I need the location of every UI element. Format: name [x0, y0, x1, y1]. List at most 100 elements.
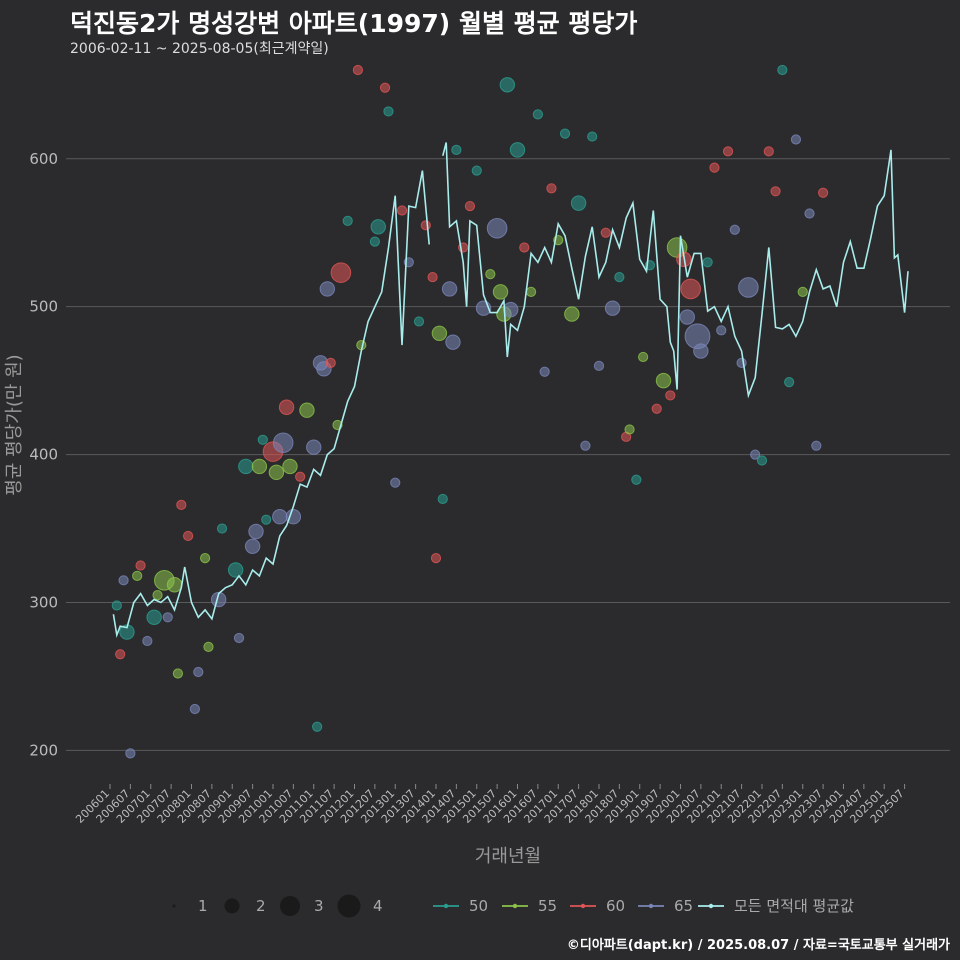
data-point [770, 186, 781, 197]
data-point [604, 300, 621, 316]
legend-marker [580, 903, 586, 909]
scatter-points [111, 64, 829, 759]
data-point [135, 560, 146, 571]
data-point [152, 590, 163, 601]
legend-series-label: 65 [674, 897, 693, 915]
data-point [559, 128, 571, 139]
avg-line-segment [442, 142, 909, 399]
data-point [784, 377, 795, 388]
data-point [111, 600, 122, 611]
data-point [312, 721, 323, 732]
data-point [325, 357, 336, 368]
data-point [319, 281, 336, 297]
data-point [587, 131, 598, 142]
data-point [390, 477, 401, 488]
data-point [193, 666, 204, 678]
legend-marker [708, 903, 714, 909]
data-point [282, 458, 298, 475]
data-point [519, 242, 530, 253]
data-point [166, 577, 183, 593]
data-point [379, 82, 391, 93]
data-point [295, 471, 306, 482]
data-point [509, 142, 526, 158]
data-point [115, 649, 126, 660]
data-point [818, 187, 829, 198]
avg-line [112, 142, 909, 639]
data-point [233, 632, 245, 644]
legend-size-symbol [337, 894, 361, 918]
data-point [804, 208, 815, 219]
data-point [722, 146, 734, 157]
data-point [210, 591, 227, 608]
data-point [125, 748, 136, 759]
data-point [631, 474, 642, 485]
data-point [539, 366, 550, 377]
data-point [396, 205, 408, 216]
data-point [638, 351, 649, 363]
data-point [790, 134, 802, 145]
legend-size-label: 2 [256, 897, 266, 915]
data-point [502, 301, 519, 318]
legend-marker [648, 903, 654, 909]
data-point [427, 271, 438, 283]
data-point [383, 106, 394, 117]
page-title: 덕진동2가 명성강변 아파트(1997) 월별 평균 평당가 [70, 9, 638, 38]
data-point [199, 553, 211, 564]
data-point [679, 309, 695, 325]
data-point [680, 278, 701, 300]
legend-marker [512, 903, 518, 909]
legend-size-label: 1 [198, 897, 208, 915]
data-point [593, 360, 605, 371]
data-point [655, 372, 672, 389]
data-point [738, 277, 759, 298]
data-point [525, 286, 537, 297]
data-point [756, 455, 768, 466]
data-point [709, 162, 720, 173]
data-point [471, 165, 482, 176]
grid-lines: 200 300 400 500 600 [29, 150, 950, 759]
y-tick-label: 500 [29, 298, 58, 316]
data-point [306, 439, 322, 455]
data-point [736, 357, 747, 368]
data-point [248, 523, 264, 540]
data-point [430, 553, 442, 564]
data-point [369, 236, 380, 247]
data-point [702, 257, 713, 268]
data-point [451, 144, 462, 155]
data-point [580, 440, 591, 451]
data-point [227, 562, 244, 578]
data-point [352, 64, 363, 76]
y-tick-label: 400 [29, 446, 58, 464]
data-point [203, 641, 214, 652]
legend-size-symbol [172, 904, 176, 908]
data-point [172, 668, 184, 679]
legend-size-label: 3 [314, 897, 324, 915]
legend-size-label: 4 [373, 897, 383, 915]
data-point [797, 286, 808, 297]
page-subtitle: 2006-02-11 ~ 2025-08-05(최근계약일) [70, 41, 329, 57]
data-point [437, 493, 448, 505]
data-point [251, 458, 268, 475]
data-point [716, 325, 727, 336]
legend-series-label: 50 [469, 897, 488, 915]
legend-series-label: 모든 면적대 평균값 [734, 897, 854, 915]
data-point [272, 509, 288, 525]
data-point [811, 440, 822, 451]
data-point [183, 530, 194, 542]
legend-series-label: 55 [538, 897, 557, 915]
data-point [564, 306, 580, 322]
data-point [486, 217, 508, 239]
data-point [162, 612, 173, 623]
data-point [532, 109, 543, 120]
x-ticks: 2006012006072007012007072008012008072009… [73, 784, 907, 826]
footer-credit: ©디아파트(dapt.kr) / 2025.08.07 / 자료=국토교통부 실… [566, 938, 950, 953]
data-point [499, 77, 516, 93]
data-point [330, 262, 352, 283]
data-point [445, 334, 461, 350]
data-point [729, 224, 740, 235]
data-point [257, 434, 268, 445]
data-point [777, 64, 788, 76]
data-point [146, 609, 162, 625]
data-point [441, 281, 458, 297]
